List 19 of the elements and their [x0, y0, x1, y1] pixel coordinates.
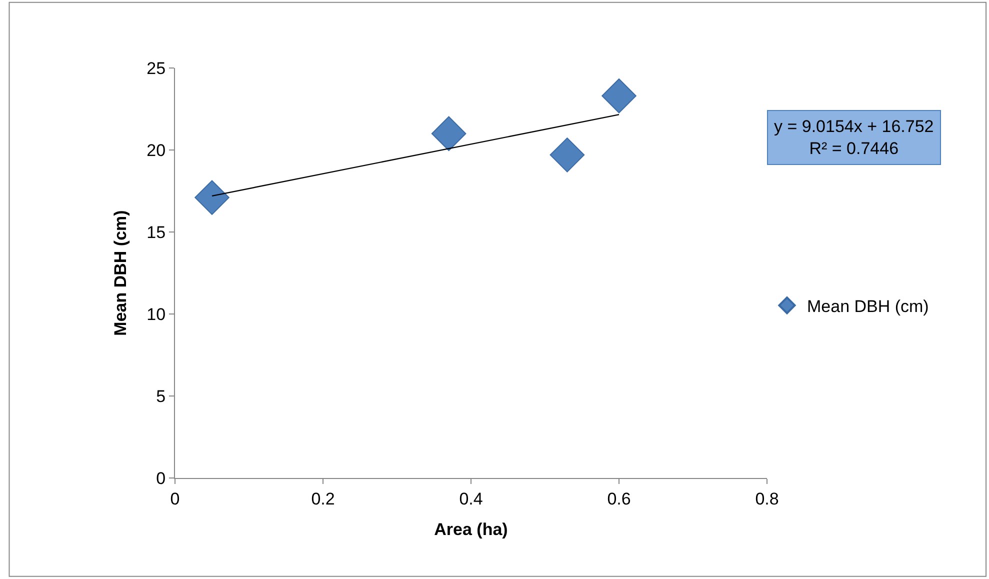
- text: y = 9.0154x + 16.752 R² = 0.7446: [774, 117, 934, 158]
- point: [431, 116, 466, 151]
- x-tick-label: 0.4: [459, 489, 483, 508]
- y-tick-label: 15: [146, 222, 166, 242]
- legend-label: Mean DBH (cm): [807, 296, 929, 316]
- x-tick-label: 0.2: [311, 489, 335, 508]
- y-tick-label: 25: [146, 58, 166, 78]
- point: [550, 138, 585, 172]
- y-axis-title: Mean DBH (cm): [111, 210, 130, 336]
- y-tick-label: 5: [156, 386, 166, 406]
- y-tick-label: 20: [146, 140, 166, 160]
- x-tick-label: 0.8: [755, 489, 779, 508]
- x-tick-label: 0.6: [607, 489, 631, 508]
- x-tick-label: 0: [170, 489, 180, 508]
- y-tick-label: 10: [146, 304, 166, 324]
- point: [602, 78, 636, 114]
- x-axis-title: Area (ha): [434, 520, 508, 539]
- point: [194, 180, 230, 215]
- y-tick-label: 0: [156, 468, 166, 488]
